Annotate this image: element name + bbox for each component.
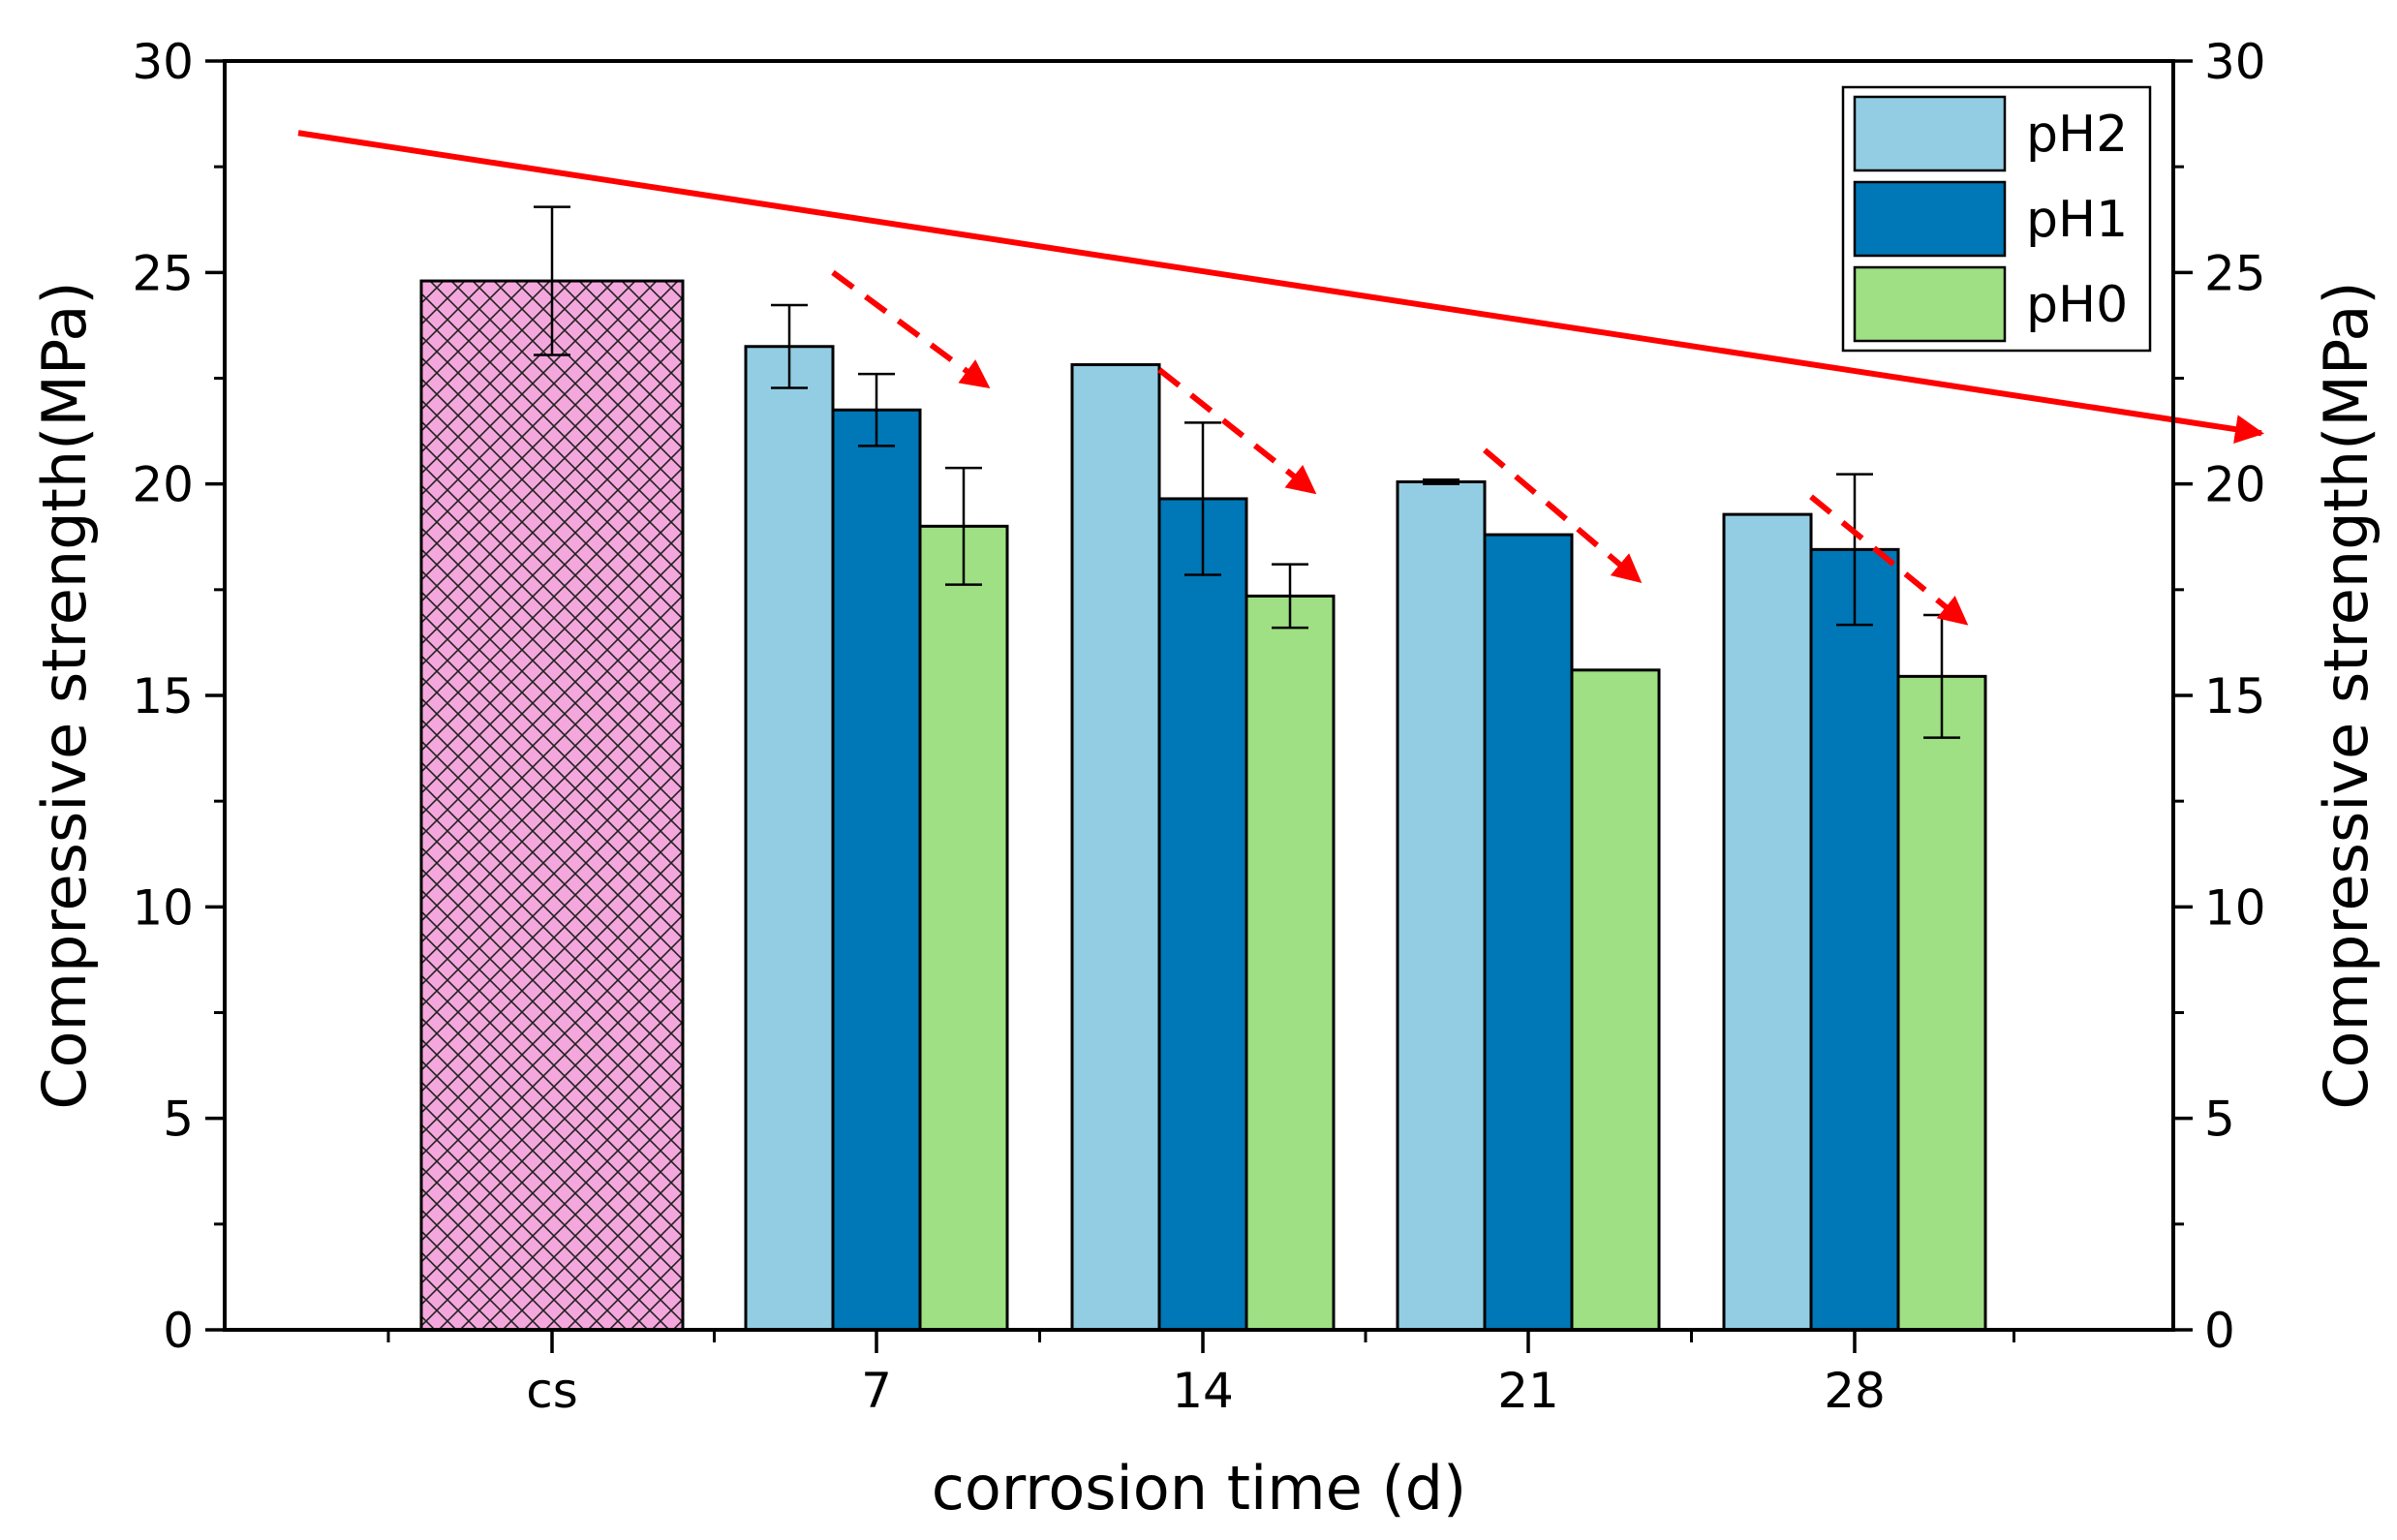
- x-tick-label-14: 14: [1172, 1363, 1234, 1419]
- legend-swatch-ph0: [1853, 265, 2007, 343]
- y-tick-label-right-20: 20: [2204, 457, 2266, 513]
- y-tick-label-left-30: 30: [132, 34, 194, 90]
- y-tick-label-right-5: 5: [2204, 1092, 2235, 1148]
- legend-label-ph1: pH1: [2026, 191, 2128, 249]
- error-bar-ph1-14: [1184, 421, 1221, 576]
- trend-arrow-dashed-7: [831, 269, 991, 389]
- legend-label-ph0: pH0: [2026, 276, 2128, 334]
- error-bar-ph2-21: [1423, 478, 1460, 485]
- annotations-layer: [297, 130, 2264, 627]
- error-bar-ph1-28: [1836, 473, 1873, 627]
- error-bar-cs: [534, 205, 570, 356]
- bar-ph1-7: [831, 408, 922, 1332]
- error-bar-ph0-14: [1272, 563, 1308, 630]
- y-tick-label-right-25: 25: [2204, 245, 2266, 301]
- bar-cs: [419, 279, 685, 1332]
- y-tick-label-left-15: 15: [132, 668, 194, 724]
- trend-arrow-dashed-14: [1157, 367, 1317, 495]
- bar-ph0-28: [1896, 674, 1987, 1332]
- y-tick-label-left-5: 5: [163, 1092, 194, 1148]
- y-axis-title-left: Compressive strength(MPa): [29, 281, 100, 1109]
- error-bar-ph0-7: [945, 466, 982, 586]
- error-bars-layer: [534, 205, 1960, 739]
- x-axis: cs 7 14 21 28: [386, 1330, 2015, 1419]
- legend-entry-ph1: pH1: [1853, 180, 2128, 258]
- y-axis-title-right: Compressive strength(MPa): [2311, 281, 2382, 1109]
- bars-layer: [419, 279, 1987, 1332]
- x-tick-label-21: 21: [1497, 1363, 1559, 1419]
- bar-ph1-14: [1157, 497, 1248, 1332]
- legend-entry-ph2: pH2: [1853, 95, 2128, 172]
- y-tick-label-right-30: 30: [2204, 34, 2266, 90]
- legend-swatch-ph2: [1853, 95, 2007, 172]
- right-y-axis: 0 5 10 15 20 25 30: [2173, 34, 2266, 1359]
- bar-ph2-14: [1070, 363, 1161, 1332]
- trend-arrow-dashed-21: [1483, 447, 1643, 584]
- y-tick-label-left-0: 0: [163, 1303, 194, 1359]
- trend-arrow-solid: [297, 130, 2264, 445]
- x-tick-label-28: 28: [1824, 1363, 1886, 1419]
- x-tick-label-7: 7: [861, 1363, 892, 1419]
- bar-ph2-21: [1396, 479, 1487, 1332]
- y-tick-label-left-25: 25: [132, 245, 194, 301]
- legend: pH2 pH1 pH0: [1841, 85, 2152, 353]
- left-y-axis: 0 5 10 15 20 25 30: [132, 34, 225, 1359]
- bar-ph1-28: [1809, 547, 1900, 1332]
- error-bar-ph2-7: [771, 303, 808, 389]
- y-tick-label-left-10: 10: [132, 879, 194, 936]
- bar-ph0-14: [1245, 594, 1336, 1332]
- trend-arrow-dashed-28: [1809, 494, 1969, 627]
- legend-swatch-ph1: [1853, 180, 2007, 258]
- x-tick-label-cs: cs: [526, 1363, 578, 1419]
- x-axis-title: corrosion time (d): [932, 1453, 1466, 1524]
- y-tick-label-right-10: 10: [2204, 879, 2266, 936]
- y-tick-label-left-20: 20: [132, 457, 194, 513]
- error-bar-ph1-7: [858, 372, 895, 447]
- bar-ph0-21: [1570, 668, 1661, 1332]
- bar-ph0-7: [918, 524, 1009, 1332]
- legend-entry-ph0: pH0: [1853, 265, 2128, 343]
- y-tick-label-right-15: 15: [2204, 668, 2266, 724]
- bar-ph1-21: [1483, 533, 1574, 1332]
- bar-ph2-28: [1722, 512, 1813, 1332]
- bar-ph2-7: [744, 345, 835, 1332]
- legend-label-ph2: pH2: [2026, 106, 2128, 164]
- y-tick-label-right-0: 0: [2204, 1303, 2235, 1359]
